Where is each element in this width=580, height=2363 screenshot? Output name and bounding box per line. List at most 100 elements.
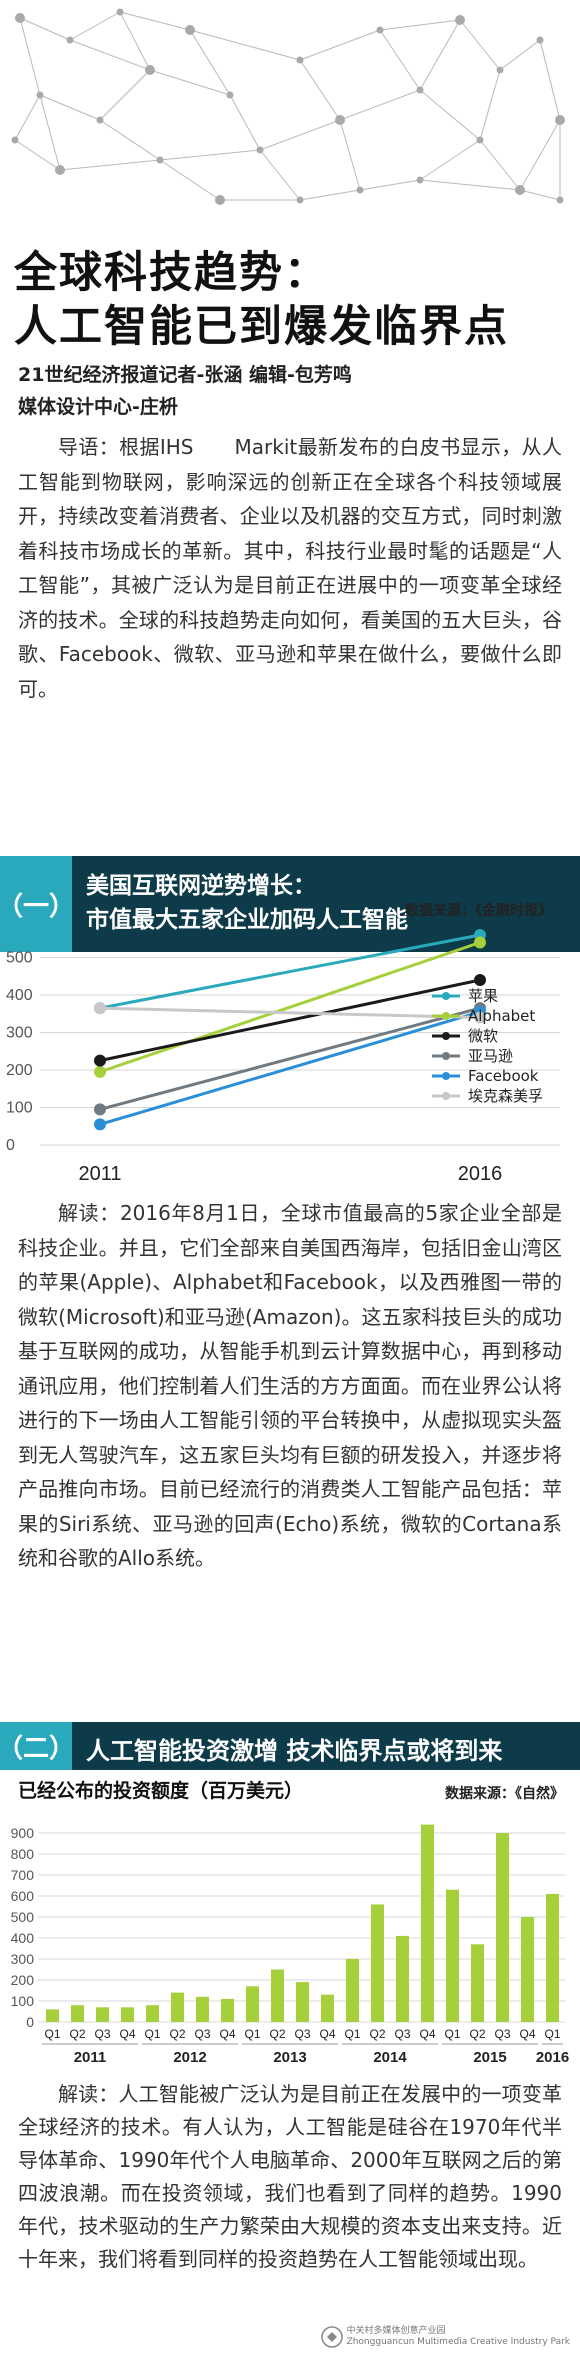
watermark: 中关村多媒体创意产业园 Zhongguancun Multimedia Crea…	[320, 2326, 570, 2348]
chart2-year-label: 2015	[473, 2049, 506, 2066]
chart2-bar	[246, 1986, 259, 2022]
watermark-line1: 中关村多媒体创意产业园	[346, 2326, 446, 2336]
network-node	[356, 186, 364, 194]
network-node	[11, 136, 19, 144]
network-line	[539, 39, 561, 121]
reading1-paragraph: 解读：2016年8月1日，全球市值最高的5家企业全部是科技企业。并且，它们全部来…	[18, 1201, 562, 1570]
network-line	[159, 149, 261, 161]
chart2-bar	[471, 1944, 484, 2022]
reading2-paragraph: 解读：人工智能被广泛认为是目前正在发展中的一项变革全球经济的技术。有人认为，人工…	[18, 2082, 562, 2271]
chart1-legend-marker	[442, 1092, 450, 1100]
chart2-quarter-label: Q1	[344, 2027, 360, 2041]
chart2-year-label: 2013	[273, 2049, 306, 2066]
network-line	[299, 29, 381, 61]
chart2-quarter-label: Q1	[544, 2027, 560, 2041]
chart2-quarter-label: Q1	[244, 2027, 260, 2041]
chart2-bar	[396, 1935, 409, 2022]
page-title-line2: 人工智能已到爆发临界点	[14, 302, 509, 352]
network-node	[455, 15, 465, 25]
chart2-ytick-label: 900	[11, 1825, 35, 1841]
network-line	[479, 69, 501, 141]
chart1-xtick-label: 2016	[458, 1163, 503, 1185]
chart2-year-label: 2012	[173, 2049, 206, 2066]
network-line	[14, 139, 61, 171]
chart1-legend-marker	[442, 1032, 450, 1040]
network-line	[149, 69, 231, 96]
chart2-title: 已经公布的投资额度（百万美元）	[18, 1780, 304, 1802]
chart2-year-label: 2016	[536, 2049, 569, 2066]
network-line	[299, 59, 341, 121]
chart2-bar	[121, 2007, 134, 2022]
chart1-point	[94, 1103, 106, 1116]
network-node	[416, 86, 424, 94]
network-node	[296, 56, 304, 64]
chart2-bar	[446, 1889, 459, 2022]
chart2-quarter-label: Q1	[144, 2027, 160, 2041]
chart2-bar	[421, 1824, 434, 2022]
byline-authors: 21世纪经济报道记者-张涵 编辑-包芳鸣	[18, 364, 352, 386]
chart2-quarter-label: Q4	[419, 2027, 435, 2041]
chart1-point	[94, 1054, 106, 1067]
chart2-year-label: 2011	[74, 2049, 107, 2066]
chart1-point	[474, 936, 486, 949]
chart2-quarter-label: Q2	[169, 2027, 185, 2041]
chart1-xtick-label: 2011	[78, 1163, 121, 1185]
network-node	[66, 36, 74, 44]
chart1-ytick-label: 0	[6, 1137, 15, 1154]
chart1-legend-marker	[442, 992, 450, 1000]
network-line	[339, 89, 421, 121]
chart1-ytick-label: 300	[6, 1025, 33, 1042]
chart2-ytick-label: 100	[11, 1993, 35, 2009]
chart1-point	[474, 1011, 486, 1024]
chart2-ytick-label: 700	[11, 1867, 35, 1883]
chart1-series-line	[99, 1006, 481, 1111]
chart1-ytick-label: 400	[6, 987, 33, 1004]
network-line	[69, 11, 121, 41]
network-line	[519, 119, 561, 191]
chart1-ytick-label: 100	[6, 1100, 33, 1117]
chart1-point	[94, 1118, 106, 1131]
chart2-bar	[496, 1833, 509, 2022]
chart1-series-line	[99, 941, 481, 1074]
network-line	[379, 19, 461, 31]
network-node	[416, 176, 424, 184]
chart1-legend-label: Facebook	[468, 1067, 539, 1085]
chart1-legend-marker	[442, 1052, 450, 1060]
chart1-ytick-label: 200	[6, 1062, 33, 1079]
network-line	[229, 94, 261, 151]
chart2-quarter-label: Q4	[319, 2027, 335, 2041]
chart2-bar	[371, 1904, 384, 2022]
chart2-quarter-label: Q2	[469, 2027, 485, 2041]
chart1-legend-label: 亚马逊	[468, 1047, 513, 1065]
network-line	[259, 119, 341, 151]
network-line	[119, 11, 191, 31]
network-node	[145, 65, 155, 75]
section1-title-line2: 市值最大五家企业加码人工智能	[86, 907, 408, 933]
network-node	[96, 116, 104, 124]
section1-header: （一） 美国互联网逆势增长： 市值最大五家企业加码人工智能	[0, 856, 580, 952]
section2-header: （二） 人工智能投资激增 技术临界点或将到来	[0, 1722, 580, 1770]
network-line	[459, 19, 501, 71]
chart2-quarter-label: Q2	[369, 2027, 385, 2041]
chart2-quarter-label: Q1	[444, 2027, 460, 2041]
chart1-point	[94, 1065, 106, 1078]
network-node	[556, 196, 564, 204]
network-line	[189, 29, 231, 96]
hero-network-illustration	[0, 0, 580, 230]
chart1-legend-label: 埃克森美孚	[468, 1087, 543, 1105]
chart2-quarter-label: Q3	[194, 2027, 210, 2041]
network-line	[14, 94, 41, 141]
network-line	[99, 119, 161, 161]
network-line	[69, 39, 151, 71]
byline-design: 媒体设计中心-庄枡	[18, 396, 178, 418]
chart2-ytick-label: 600	[11, 1888, 35, 1904]
network-line	[299, 189, 361, 201]
network-node	[55, 165, 65, 175]
chart2-quarter-label: Q4	[219, 2027, 235, 2041]
network-node	[15, 13, 25, 23]
network-line	[339, 119, 361, 191]
chart2-ytick-label: 400	[11, 1930, 35, 1946]
chart2-bar	[46, 2009, 59, 2022]
network-line	[379, 29, 421, 91]
